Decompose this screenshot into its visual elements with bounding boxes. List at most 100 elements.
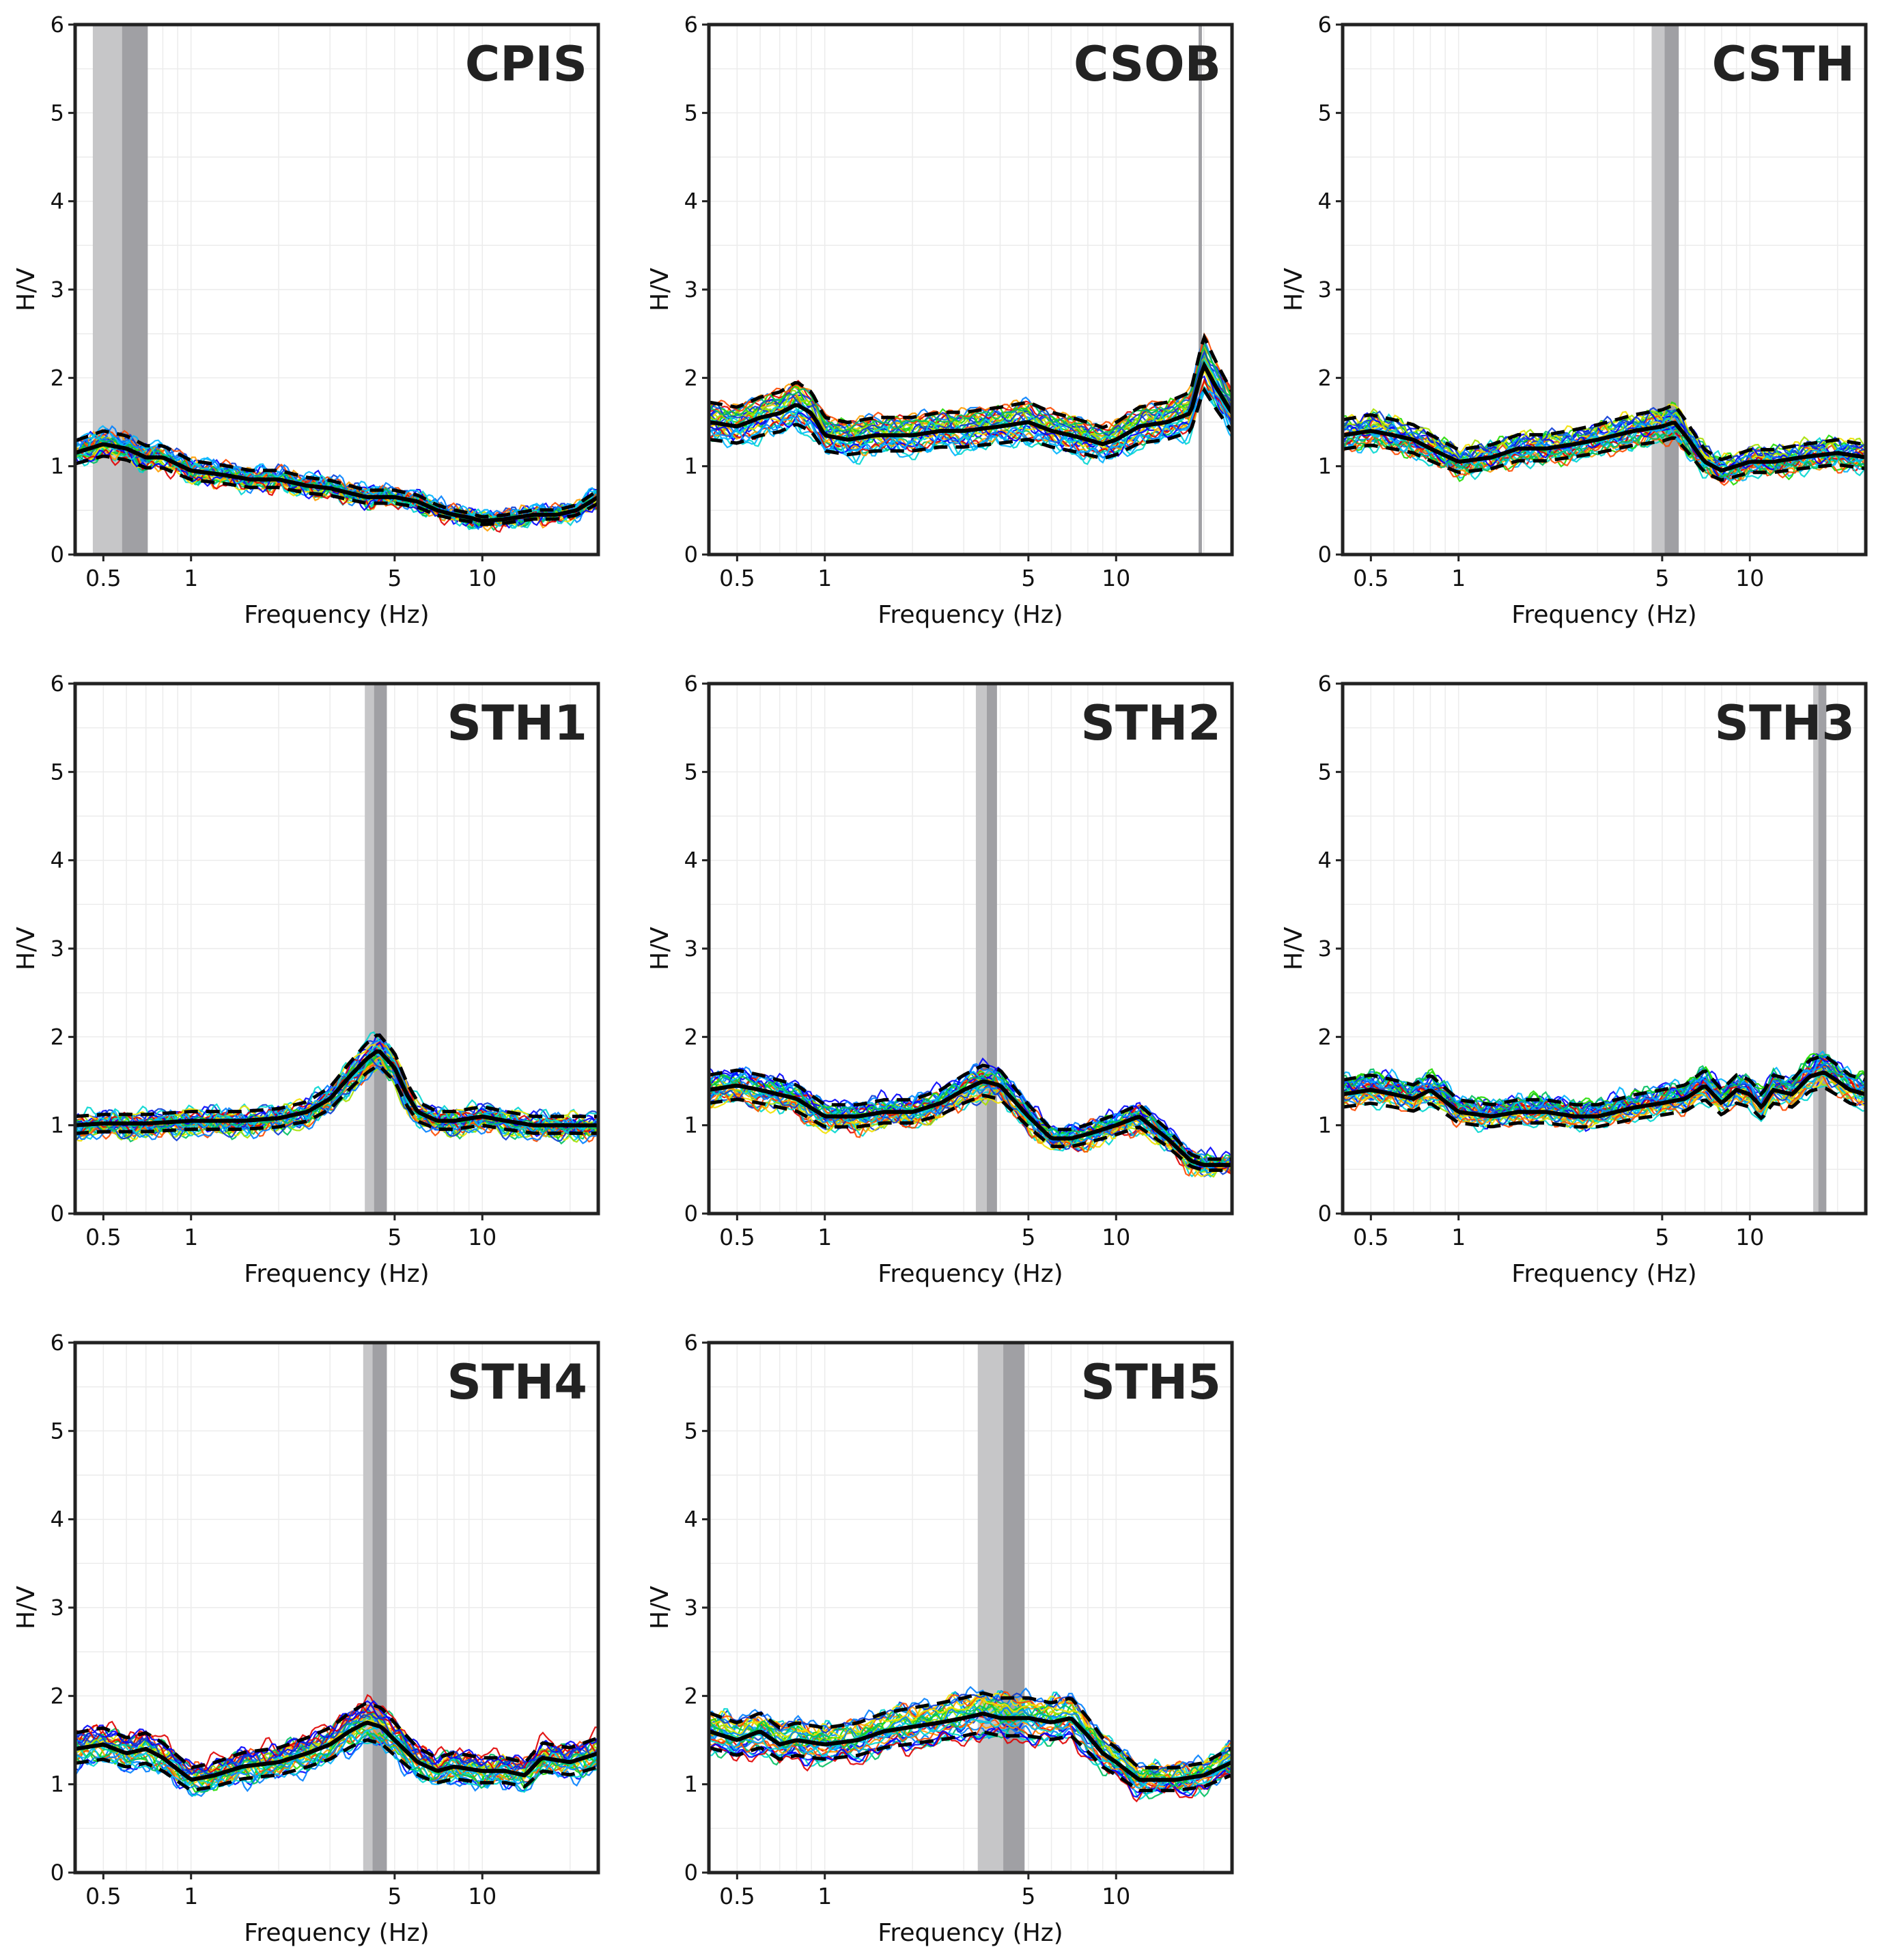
y-tick-label: 4 — [684, 1507, 698, 1532]
mean-curve — [709, 1711, 1232, 1782]
x-tick-label: 5 — [1021, 565, 1035, 591]
peak-band-inner — [122, 25, 148, 555]
window-curve — [709, 1718, 1232, 1791]
station-title: STH1 — [447, 695, 587, 751]
std-lower-curve — [709, 1093, 1232, 1172]
y-tick-label: 4 — [684, 848, 698, 873]
mean-curve — [709, 361, 1232, 447]
x-tick-label: 0.5 — [85, 1224, 121, 1250]
y-tick-label: 2 — [1318, 365, 1332, 391]
x-tick-label: 1 — [817, 565, 832, 591]
window-curve — [709, 341, 1232, 435]
x-tick-label: 10 — [1102, 565, 1130, 591]
y-tick-label: 5 — [51, 1418, 64, 1444]
y-tick-label: 1 — [684, 453, 698, 479]
y-tick-label: 2 — [1318, 1024, 1332, 1050]
window-curve — [75, 1694, 598, 1773]
y-axis-label: H/V — [12, 268, 40, 311]
y-tick-label: 5 — [684, 1418, 698, 1444]
window-curves — [75, 1694, 598, 1797]
grid — [75, 1343, 598, 1873]
x-tick-label: 0.5 — [1353, 1224, 1388, 1250]
x-tick-label: 1 — [817, 1224, 832, 1250]
station-title: STH3 — [1715, 695, 1855, 751]
x-axis-label: Frequency (Hz) — [244, 1260, 429, 1288]
y-tick-label: 2 — [51, 365, 64, 391]
std-upper-curve — [75, 429, 598, 519]
y-tick-label: 2 — [684, 1683, 698, 1709]
peak-band-inner — [1818, 684, 1827, 1214]
grid — [1343, 25, 1866, 555]
std-upper-curve — [709, 1063, 1232, 1161]
y-tick-label: 3 — [1318, 277, 1332, 303]
statistics — [709, 1063, 1232, 1172]
y-axis-label: H/V — [12, 1586, 40, 1629]
window-curve — [709, 390, 1232, 464]
y-tick-label: 0 — [51, 1860, 64, 1886]
y-tick-label: 6 — [684, 12, 698, 38]
x-tick-label: 1 — [1451, 565, 1466, 591]
panel-csob: 0 1 2 3 4 5 6 0.5 1 5 10 Frequency (Hz) H/V CSOB — [646, 12, 1234, 629]
y-tick-label: 5 — [51, 100, 64, 126]
y-tick-label: 0 — [51, 1201, 64, 1227]
peak-band-inner — [372, 1343, 387, 1873]
y-tick-label: 3 — [684, 1595, 698, 1621]
x-tick-label: 0.5 — [85, 1883, 121, 1909]
window-curves — [709, 332, 1232, 465]
x-tick-label: 5 — [387, 565, 402, 591]
grid — [75, 25, 598, 555]
peak-band-inner — [1199, 25, 1202, 555]
y-tick-label: 0 — [51, 542, 64, 568]
mean-curve — [75, 1049, 598, 1128]
peak-band-inner — [1664, 25, 1679, 555]
std-lower-curve — [1343, 436, 1866, 482]
x-axis-label: Frequency (Hz) — [244, 1919, 429, 1947]
window-curves — [75, 1031, 598, 1145]
y-tick-label: 3 — [1318, 936, 1332, 962]
y-tick-label: 4 — [51, 848, 64, 873]
y-tick-label: 1 — [684, 1112, 698, 1138]
x-tick-label: 5 — [1655, 1224, 1669, 1250]
grid — [709, 25, 1232, 555]
station-title: CPIS — [465, 36, 587, 92]
peak-band-inner — [1003, 1343, 1025, 1873]
x-axis-label: Frequency (Hz) — [244, 601, 429, 629]
y-tick-label: 4 — [51, 1507, 64, 1532]
y-axis-label: H/V — [646, 927, 674, 970]
window-curve — [709, 1069, 1232, 1170]
window-curve — [709, 1685, 1232, 1778]
panel-sth2: 0 1 2 3 4 5 6 0.5 1 5 10 Frequency (Hz) H/V STH2 — [646, 671, 1234, 1288]
y-tick-label: 6 — [1318, 671, 1332, 697]
x-tick-label: 0.5 — [719, 1224, 755, 1250]
window-curve — [709, 1700, 1232, 1791]
x-axis-label: Frequency (Hz) — [878, 601, 1063, 629]
y-tick-label: 6 — [51, 12, 64, 38]
window-curve — [75, 425, 598, 520]
x-tick-label: 10 — [1102, 1883, 1130, 1909]
statistics — [75, 1701, 598, 1793]
y-tick-label: 1 — [684, 1772, 698, 1797]
x-tick-label: 0.5 — [1353, 565, 1388, 591]
x-tick-label: 10 — [1735, 1224, 1764, 1250]
y-tick-label: 6 — [1318, 12, 1332, 38]
x-axis-label: Frequency (Hz) — [1511, 601, 1696, 629]
x-axis-label: Frequency (Hz) — [1511, 1260, 1696, 1288]
std-lower-curve — [709, 387, 1232, 460]
y-tick-label: 2 — [684, 1024, 698, 1050]
y-axis-label: H/V — [1280, 927, 1308, 970]
window-curve — [709, 385, 1232, 465]
mean-curve — [709, 1079, 1232, 1167]
x-tick-label: 1 — [1451, 1224, 1466, 1250]
std-upper-curve — [75, 1701, 598, 1769]
y-tick-label: 0 — [684, 1201, 698, 1227]
y-axis-label: H/V — [12, 927, 40, 970]
window-curve — [1343, 412, 1866, 469]
panel-csth: 0 1 2 3 4 5 6 0.5 1 5 10 Frequency (Hz) H/V CSTH — [1280, 12, 1868, 629]
peak-band-inner — [374, 684, 387, 1214]
x-axis-label: Frequency (Hz) — [878, 1919, 1063, 1947]
x-tick-label: 0.5 — [719, 1883, 755, 1909]
std-upper-curve — [75, 1033, 598, 1119]
x-tick-label: 10 — [1102, 1224, 1130, 1250]
panel-sth1: 0 1 2 3 4 5 6 0.5 1 5 10 Frequency (Hz) H/V STH1 — [12, 671, 600, 1288]
